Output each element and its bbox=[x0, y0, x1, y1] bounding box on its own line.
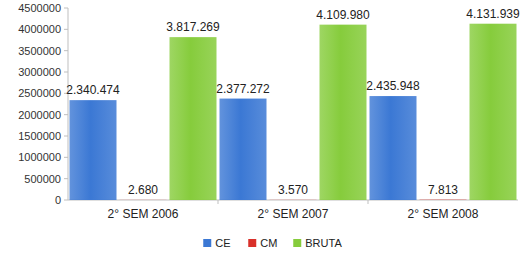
y-tick-label: 4000000 bbox=[18, 23, 61, 35]
legend-label: BRUTA bbox=[305, 237, 342, 249]
y-tick-label: 2000000 bbox=[18, 109, 61, 121]
chart: 0 500000 1000000 1500000 2000000 2500000 30000… bbox=[0, 0, 524, 260]
bar bbox=[120, 199, 167, 200]
legend-label: CE bbox=[215, 237, 230, 249]
data-label: 2.377.272 bbox=[216, 82, 270, 96]
data-label: 7.813 bbox=[428, 183, 458, 197]
y-tick-label: 3000000 bbox=[18, 66, 61, 78]
bars bbox=[70, 24, 517, 200]
legend-swatch bbox=[293, 239, 301, 247]
bar bbox=[320, 25, 367, 200]
x-tick-label: 2° SEM 2007 bbox=[258, 207, 329, 221]
y-tick-label: 0 bbox=[55, 194, 61, 206]
bar bbox=[70, 100, 117, 200]
y-axis bbox=[68, 8, 69, 200]
y-tick-label: 500000 bbox=[24, 173, 61, 185]
y-tick-label: 1500000 bbox=[18, 130, 61, 142]
y-tick bbox=[64, 29, 68, 30]
bar bbox=[220, 99, 267, 200]
y-tick-label: 3500000 bbox=[18, 45, 61, 57]
y-tick-label: 4500000 bbox=[18, 2, 61, 14]
legend-label: CM bbox=[260, 237, 277, 249]
y-tick bbox=[64, 8, 68, 9]
y-tick-label: 1000000 bbox=[18, 151, 61, 163]
y-tick bbox=[64, 72, 68, 73]
bar bbox=[470, 24, 517, 200]
data-label: 2.680 bbox=[128, 183, 158, 197]
bar bbox=[170, 37, 217, 200]
legend: CE CM BRUTA bbox=[203, 237, 342, 249]
bar bbox=[370, 96, 417, 200]
data-labels: 2.340.474 2.680 3.817.269 2.377.272 3.570 4.1… bbox=[66, 7, 520, 197]
data-label: 3.570 bbox=[278, 183, 308, 197]
x-tick bbox=[368, 200, 369, 204]
data-label: 2.435.948 bbox=[366, 79, 420, 93]
x-tick-label: 2° SEM 2008 bbox=[408, 207, 479, 221]
data-label: 2.340.474 bbox=[66, 83, 120, 97]
y-tick bbox=[64, 50, 68, 51]
x-axis bbox=[68, 200, 518, 201]
data-label: 3.817.269 bbox=[166, 20, 220, 34]
data-label: 4.109.980 bbox=[316, 8, 370, 22]
y-tick bbox=[64, 157, 68, 158]
bar bbox=[420, 199, 467, 200]
x-tick-label: 2° SEM 2006 bbox=[108, 207, 179, 221]
legend-swatch bbox=[203, 239, 211, 247]
x-tick bbox=[218, 200, 219, 204]
bar bbox=[270, 199, 317, 200]
legend-swatch bbox=[248, 239, 256, 247]
y-tick bbox=[64, 136, 68, 137]
y-tick bbox=[64, 178, 68, 179]
y-tick bbox=[64, 114, 68, 115]
y-tick-label: 2500000 bbox=[18, 87, 61, 99]
y-tick bbox=[64, 200, 68, 201]
data-label: 4.131.939 bbox=[466, 7, 520, 21]
